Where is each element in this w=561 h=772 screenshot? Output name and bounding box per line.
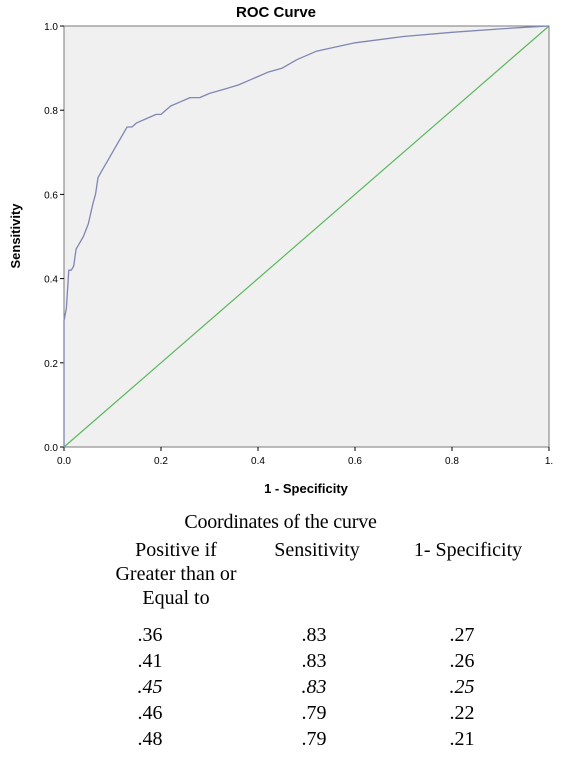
threshold-cell: .45 — [137, 676, 163, 698]
table-title: Coordinates of the curve — [184, 511, 377, 533]
y-tick-label: 0.4 — [44, 275, 58, 286]
sensitivity-cell: .79 — [301, 728, 327, 750]
table-row: .41 .83 .26 — [0, 648, 561, 674]
x-tick-label: 0.4 — [251, 456, 265, 467]
chart-title: ROC Curve — [236, 4, 316, 21]
y-axis-label: Sensitivity — [8, 203, 23, 269]
specificity-cell: .27 — [449, 624, 475, 646]
threshold-header: Positive if Greater than or Equal to — [96, 538, 256, 610]
sensitivity-cell: .79 — [301, 702, 327, 724]
specificity-header: 1- Specificity — [413, 539, 523, 561]
y-tick-label: 0.6 — [44, 190, 58, 201]
y-tick-label: 0.0 — [44, 443, 58, 454]
threshold-cell: .41 — [137, 650, 163, 672]
sensitivity-cell: .83 — [301, 676, 327, 698]
table-row: .46 .79 .22 — [0, 700, 561, 726]
table-row: .36 .83 .27 — [0, 622, 561, 648]
y-tick-label: 1.0 — [44, 22, 58, 33]
sensitivity-header: Sensitivity — [274, 539, 360, 561]
y-tick-label: 0.2 — [44, 359, 58, 370]
table-row: .48 .79 .21 — [0, 726, 561, 752]
reference-line — [63, 25, 550, 448]
x-tick-label: 1. — [545, 456, 553, 467]
plot-series — [63, 25, 550, 448]
specificity-cell: .25 — [449, 676, 475, 698]
sensitivity-cell: .83 — [301, 624, 327, 646]
roc-curve-line — [63, 25, 550, 447]
table-row-highlighted: .45 .83 .25 — [0, 674, 561, 700]
y-tick-label: 0.8 — [44, 106, 58, 117]
threshold-cell: .36 — [137, 624, 163, 646]
specificity-cell: .22 — [449, 702, 475, 724]
specificity-cell: .26 — [449, 650, 475, 672]
x-tick-label: 0.2 — [154, 456, 168, 467]
x-tick-label: 0.0 — [57, 456, 71, 467]
roc-chart: ROC Curve 0.0 0.2 0.4 0.6 0.8 1.0.00.20.40.60… — [8, 4, 553, 496]
threshold-cell: .48 — [137, 728, 163, 750]
sensitivity-cell: .83 — [301, 650, 327, 672]
threshold-cell: .46 — [137, 702, 163, 724]
threshold-header-line-3: Equal to — [142, 587, 210, 609]
x-axis-label: 1 - Specificity — [264, 481, 349, 496]
threshold-header-line-1: Positive if — [135, 539, 217, 561]
x-tick-label: 0.6 — [348, 456, 362, 467]
x-tick-label: 0.8 — [445, 456, 459, 467]
threshold-header-line-2: Greater than or — [115, 563, 237, 585]
specificity-cell: .21 — [449, 728, 475, 750]
axis-ticks: 0.0 0.2 0.4 0.6 0.8 1. 0.0 0.2 0.4 0.6 0.8 1.0 — [44, 22, 553, 467]
